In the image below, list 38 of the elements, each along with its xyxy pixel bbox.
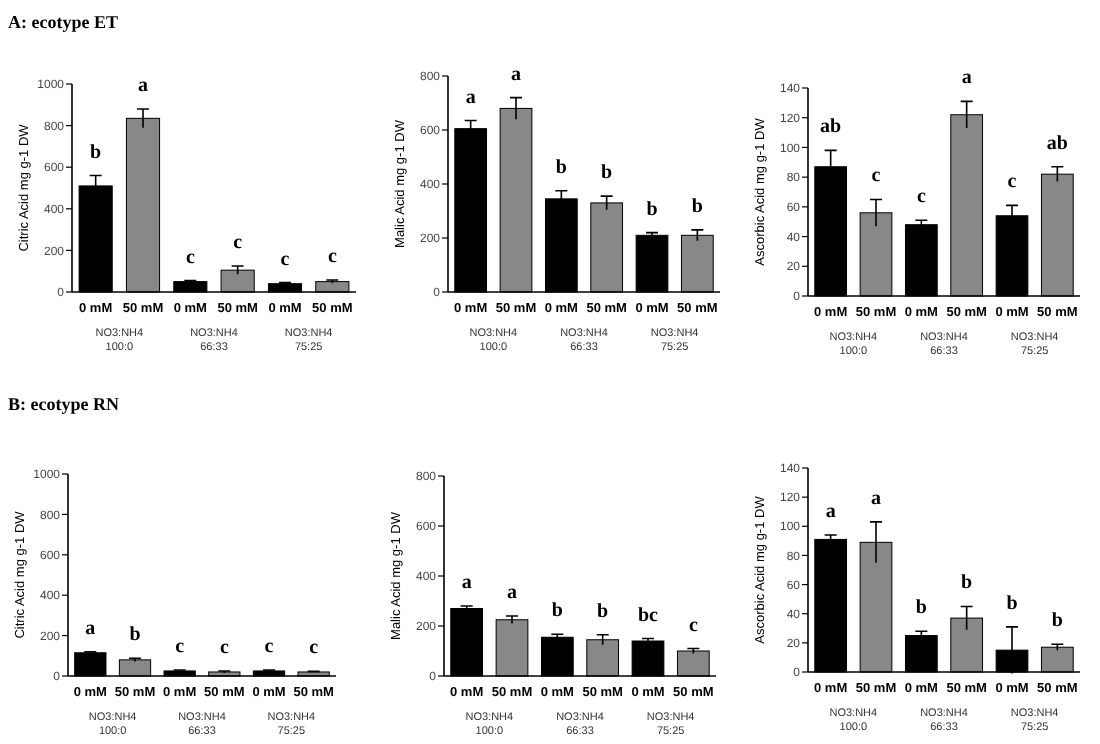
annotation: b <box>597 600 610 623</box>
annotation: b <box>691 195 704 218</box>
annotation: c <box>688 614 699 637</box>
annotation: b <box>555 156 568 179</box>
annotation: c <box>175 635 186 658</box>
annotation: c <box>219 636 230 659</box>
annotation: b <box>961 572 974 595</box>
annotation: a <box>465 86 476 109</box>
annotation: a <box>961 67 972 90</box>
annotation: b <box>646 198 659 221</box>
annotation: b <box>129 624 142 647</box>
annotation: a <box>507 582 517 604</box>
annotation: b <box>90 141 103 164</box>
annotation: a <box>85 617 96 640</box>
annotation: b <box>601 162 614 185</box>
annotation: c <box>916 186 927 209</box>
annotation: b <box>1006 592 1019 615</box>
chart-title: B: ecotype RN <box>8 394 120 414</box>
annotation: a <box>138 74 148 97</box>
annotation: b <box>551 600 564 623</box>
annotation: a <box>461 572 472 594</box>
annotation: ab <box>1046 132 1069 155</box>
annotation: a <box>825 501 836 524</box>
annotation: c <box>1007 171 1018 194</box>
annotation: c <box>327 245 338 268</box>
annotation: c <box>233 232 244 254</box>
annotation: b <box>1051 610 1064 633</box>
annotation: b <box>915 597 928 620</box>
chart-title: A: ecotype ET <box>8 12 118 32</box>
annotation: c <box>280 248 291 271</box>
annotation: c <box>871 165 882 188</box>
annotation: a <box>871 487 881 510</box>
annotation: c <box>185 246 196 269</box>
annotation: c <box>309 637 320 660</box>
annotation: a <box>511 63 521 86</box>
annotation: bc <box>638 604 660 627</box>
annotation: ab <box>820 116 843 139</box>
annotation: c <box>264 635 275 658</box>
